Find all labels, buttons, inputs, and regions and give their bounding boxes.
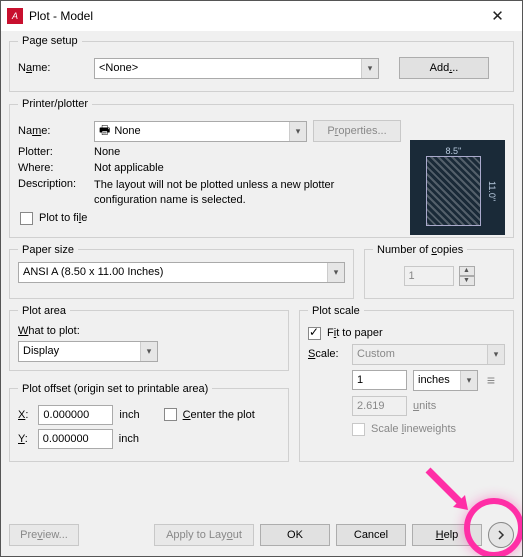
combo-arrow-icon: [487, 345, 504, 364]
paper-preview: 8.5'' 11.0'': [410, 140, 505, 235]
preview-height: 11.0'': [487, 156, 497, 226]
printer-legend: Printer/plotter: [18, 98, 92, 110]
plotter-label: Plotter:: [18, 146, 88, 158]
scale-units-combo[interactable]: inches: [413, 370, 478, 391]
window-title: Plot - Model: [29, 9, 475, 23]
plot-scale-legend: Plot scale: [308, 305, 364, 317]
page-setup-name-value: <None>: [99, 62, 138, 74]
printer-name-value: None: [114, 125, 140, 137]
printer-name-label: Name:: [18, 125, 88, 137]
equals-icon: ≡: [484, 372, 498, 388]
y-value: 0.000000: [43, 433, 89, 445]
plotter-value: None: [94, 146, 120, 158]
page-setup-group: Page setup Name: <None> Add...: [9, 35, 514, 92]
spinner-up: ▲: [459, 266, 475, 276]
scale-units-value: inches: [418, 374, 450, 386]
preview-width: 8.5'': [426, 146, 481, 156]
x-value: 0.000000: [43, 409, 89, 421]
preview-button: Preview...: [9, 524, 79, 546]
y-label: Y:: [18, 433, 28, 445]
plot-dialog: A Plot - Model ✕ Page setup Name: <None>…: [0, 0, 523, 557]
combo-arrow-icon: [361, 59, 378, 78]
plot-to-file-label: Plot to file: [39, 212, 87, 224]
plot-offset-legend: Plot offset (origin set to printable are…: [18, 383, 212, 395]
copies-spinner: ▲ ▼: [459, 266, 475, 286]
copies-legend: Number of copies: [373, 244, 467, 256]
combo-arrow-icon: [327, 263, 344, 282]
ok-button[interactable]: OK: [260, 524, 330, 546]
chevron-right-icon: [496, 530, 506, 540]
description-label: Description:: [18, 178, 88, 190]
combo-arrow-icon: [460, 371, 477, 390]
center-plot-label: Center the plot: [183, 409, 255, 421]
page-setup-name-combo[interactable]: <None>: [94, 58, 379, 79]
what-to-plot-label: What to plot:: [18, 325, 280, 337]
add-button[interactable]: Add...: [399, 57, 489, 79]
what-to-plot-combo[interactable]: Display: [18, 341, 158, 362]
scale-value: Custom: [357, 348, 395, 360]
titlebar: A Plot - Model ✕: [1, 1, 522, 31]
copies-input: 1: [404, 266, 454, 286]
paper-size-legend: Paper size: [18, 244, 78, 256]
scale-denom-input: 2.619: [352, 396, 407, 416]
printer-icon: 🖶: [99, 121, 110, 142]
app-icon: A: [7, 8, 23, 24]
fit-to-paper-checkbox[interactable]: [308, 327, 321, 340]
units-label: units: [413, 400, 436, 412]
scale-denom-value: 2.619: [357, 400, 385, 412]
page-setup-name-label: Name:: [18, 62, 88, 74]
inch-label-y: inch: [119, 433, 139, 445]
inch-label-x: inch: [119, 409, 139, 421]
paper-size-value: ANSI A (8.50 x 11.00 Inches): [23, 266, 163, 278]
combo-arrow-icon: [289, 122, 306, 141]
printer-group: Printer/plotter Name: 🖶 None Properties.…: [9, 98, 514, 238]
paper-size-group: Paper size ANSI A (8.50 x 11.00 Inches): [9, 244, 354, 299]
cancel-button[interactable]: Cancel: [336, 524, 406, 546]
scale-combo: Custom: [352, 344, 505, 365]
spinner-down: ▼: [459, 276, 475, 286]
scale-num-value: 1: [357, 374, 363, 386]
where-value: Not applicable: [94, 162, 164, 174]
annotation-arrow: [423, 465, 478, 520]
center-plot-checkbox[interactable]: [164, 408, 177, 421]
plot-scale-group: Plot scale Fit to paper Scale: Custom 1: [299, 305, 514, 462]
help-button[interactable]: Help: [412, 524, 482, 546]
printer-name-combo[interactable]: 🖶 None: [94, 121, 307, 142]
scale-lineweights-label: Scale lineweights: [371, 423, 456, 435]
expand-button[interactable]: [488, 522, 514, 548]
copies-group: Number of copies 1 ▲ ▼: [364, 244, 514, 299]
where-label: Where:: [18, 162, 88, 174]
plot-area-legend: Plot area: [18, 305, 70, 317]
description-value: The layout will not be plotted unless a …: [94, 178, 364, 208]
scale-numerator-input[interactable]: 1: [352, 370, 407, 390]
paper-rect: [426, 156, 481, 226]
apply-button: Apply to Layout: [154, 524, 254, 546]
y-input[interactable]: 0.000000: [38, 429, 113, 449]
plot-offset-group: Plot offset (origin set to printable are…: [9, 383, 289, 462]
scale-lineweights-checkbox: [352, 423, 365, 436]
scale-label: Scale:: [308, 348, 352, 360]
close-button[interactable]: ✕: [475, 2, 520, 30]
page-setup-legend: Page setup: [18, 35, 82, 47]
copies-value: 1: [409, 270, 415, 282]
combo-arrow-icon: [140, 342, 157, 361]
x-input[interactable]: 0.000000: [38, 405, 113, 425]
properties-button: Properties...: [313, 120, 401, 142]
plot-area-group: Plot area What to plot: Display: [9, 305, 289, 371]
what-to-plot-value: Display: [23, 345, 59, 357]
x-label: X:: [18, 409, 28, 421]
dialog-body: Page setup Name: <None> Add... Printer/p…: [1, 31, 522, 556]
plot-to-file-checkbox[interactable]: [20, 212, 33, 225]
fit-to-paper-label: Fit to paper: [327, 327, 383, 339]
button-bar: Preview... Apply to Layout OK Cancel Hel…: [9, 522, 514, 548]
paper-size-combo[interactable]: ANSI A (8.50 x 11.00 Inches): [18, 262, 345, 283]
